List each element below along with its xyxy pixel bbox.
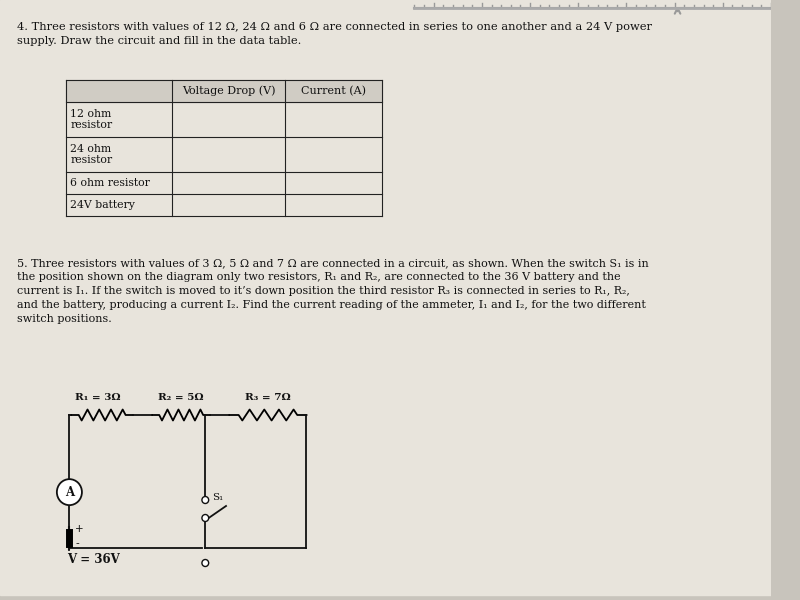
Text: 24V battery: 24V battery <box>70 200 135 210</box>
Text: 24 ohm
resistor: 24 ohm resistor <box>70 143 113 165</box>
Text: -: - <box>75 538 79 548</box>
Text: the position shown on the diagram only two resistors, R₁ and R₂, are connected t: the position shown on the diagram only t… <box>18 272 621 282</box>
Text: R₁ = 3Ω: R₁ = 3Ω <box>74 394 120 403</box>
Text: current is I₁. If the switch is moved to it’s down position the third resistor R: current is I₁. If the switch is moved to… <box>18 286 630 296</box>
Text: and the battery, producing a current I₂. Find the current reading of the ammeter: and the battery, producing a current I₂.… <box>18 300 646 310</box>
Text: +: + <box>75 524 84 534</box>
Text: V = 36V: V = 36V <box>67 553 120 566</box>
Text: 5. Three resistors with values of 3 Ω, 5 Ω and 7 Ω are connected in a circuit, a: 5. Three resistors with values of 3 Ω, 5… <box>18 258 649 268</box>
Circle shape <box>202 559 209 566</box>
Text: R₃ = 7Ω: R₃ = 7Ω <box>245 394 291 403</box>
Text: Voltage Drop (V): Voltage Drop (V) <box>182 86 275 96</box>
Text: 12 ohm
resistor: 12 ohm resistor <box>70 109 113 130</box>
Text: S₁: S₁ <box>212 493 223 503</box>
Text: 4. Three resistors with values of 12 Ω, 24 Ω and 6 Ω are connected in series to : 4. Three resistors with values of 12 Ω, … <box>18 22 652 32</box>
Circle shape <box>202 514 209 521</box>
Circle shape <box>57 479 82 505</box>
Text: 6 ohm resistor: 6 ohm resistor <box>70 178 150 188</box>
Bar <box>66 80 382 102</box>
Text: A: A <box>65 485 74 499</box>
Text: supply. Draw the circuit and fill in the data table.: supply. Draw the circuit and fill in the… <box>18 36 302 46</box>
Text: switch positions.: switch positions. <box>18 314 112 324</box>
Circle shape <box>202 497 209 503</box>
Text: R₂ = 5Ω: R₂ = 5Ω <box>158 394 204 403</box>
Text: Current (A): Current (A) <box>301 86 366 96</box>
